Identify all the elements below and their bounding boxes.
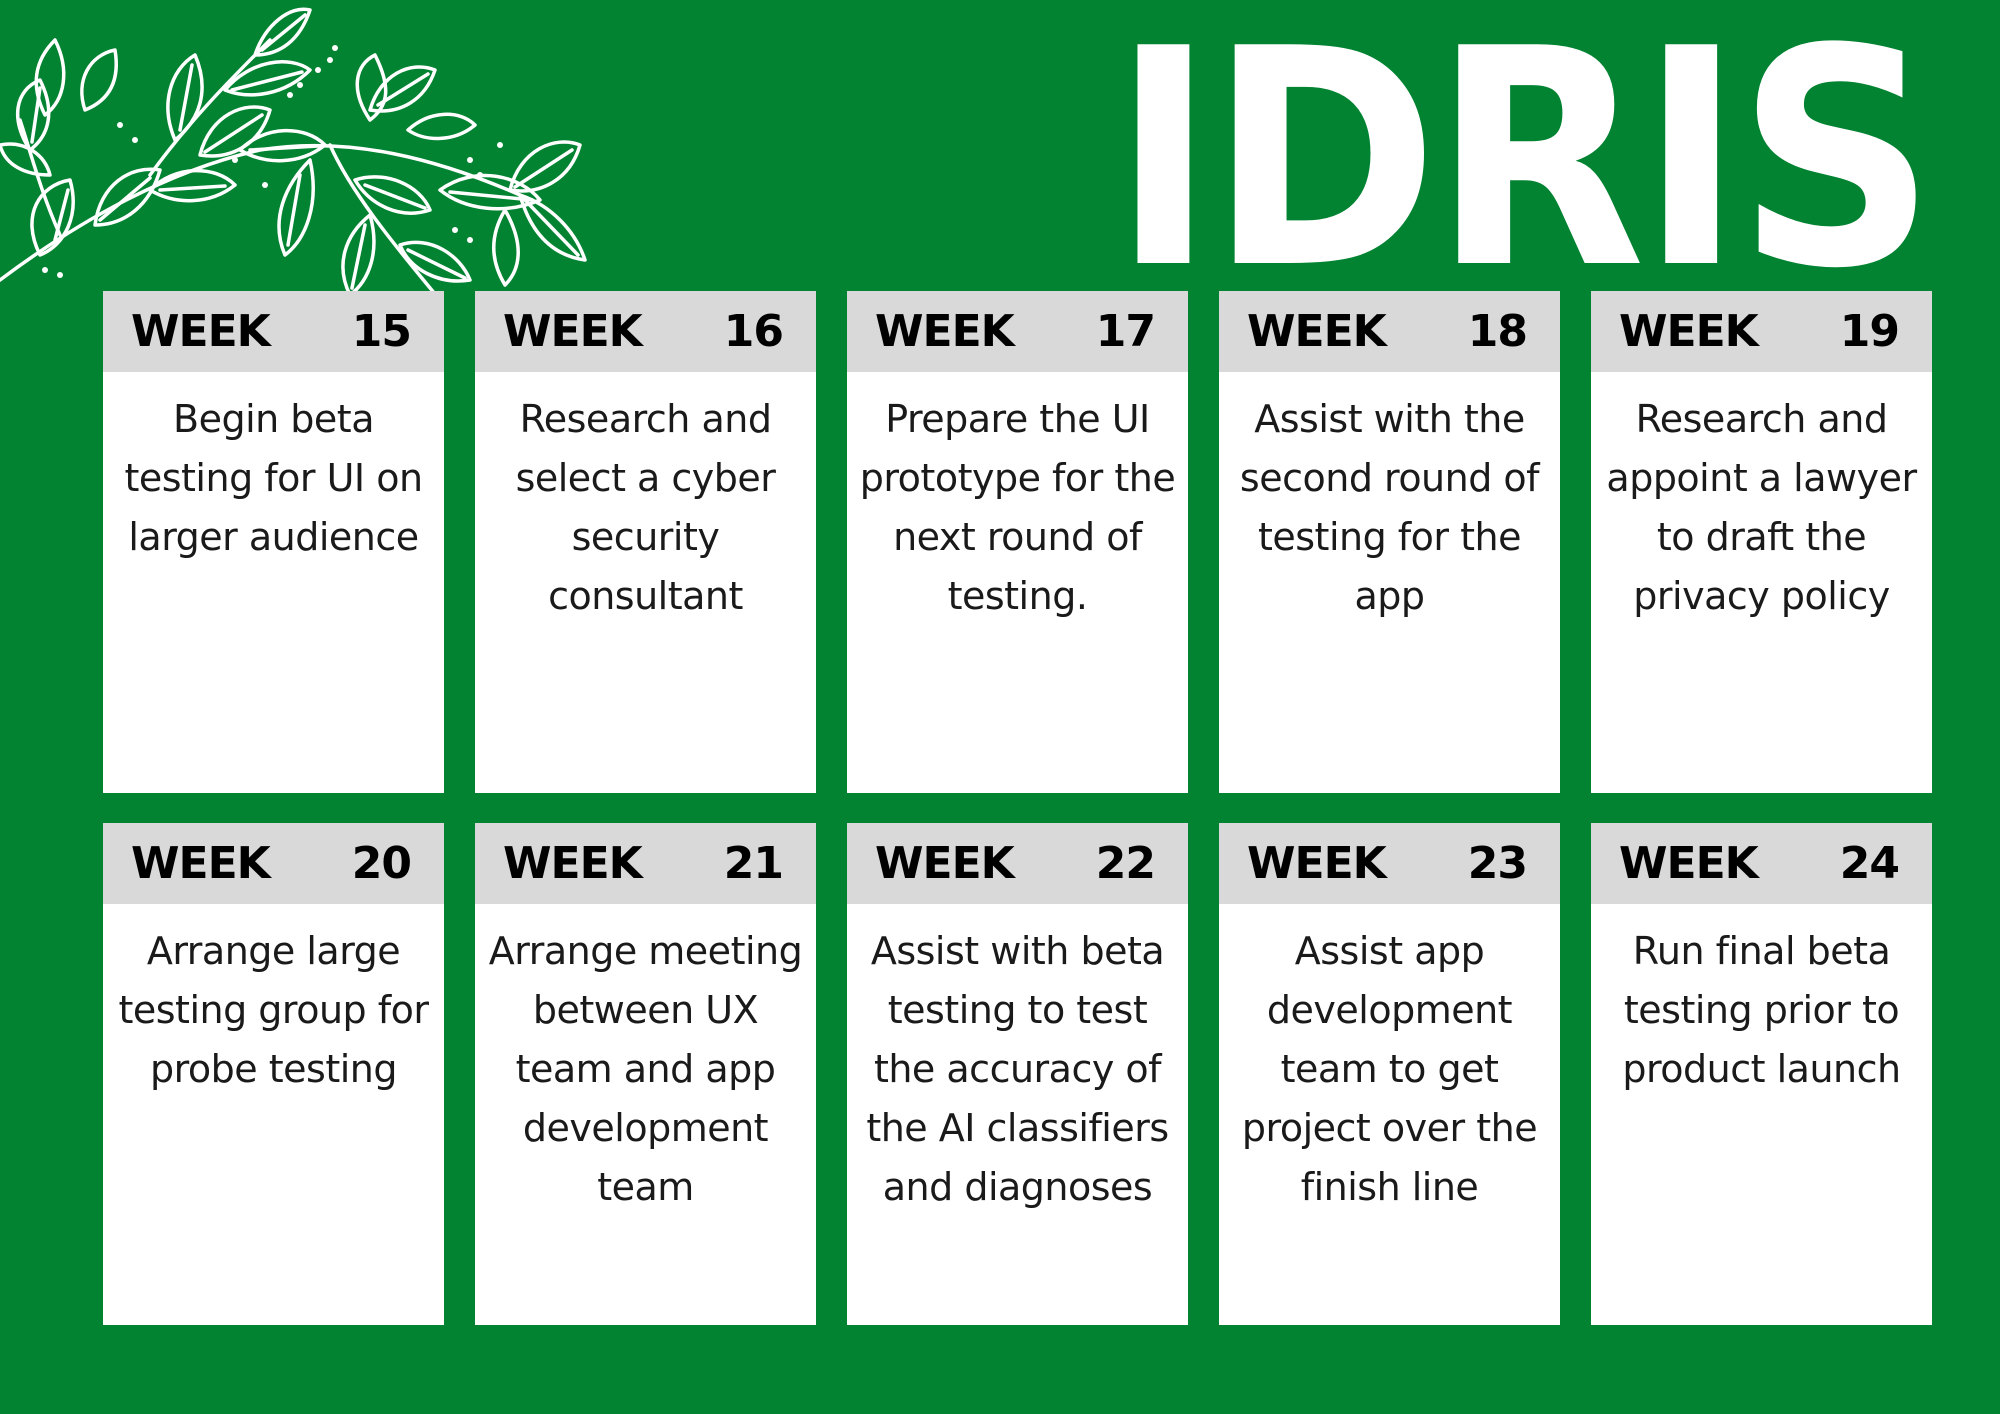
week-task: Assist with beta testing to test the acc… xyxy=(866,929,1169,1209)
week-header: WEEK 20 xyxy=(103,823,444,904)
week-label: WEEK xyxy=(131,306,271,357)
week-header: WEEK 22 xyxy=(847,823,1188,904)
week-number: 17 xyxy=(1095,306,1156,357)
week-header: WEEK 23 xyxy=(1219,823,1560,904)
week-card: WEEK 16 Research and select a cyber secu… xyxy=(475,291,816,793)
week-header: WEEK 18 xyxy=(1219,291,1560,372)
leaf-branch-icon xyxy=(0,7,587,302)
week-card: WEEK 20 Arrange large testing group for … xyxy=(103,823,444,1325)
page-title: IDRIS xyxy=(1111,0,1936,334)
week-card: WEEK 17 Prepare the UI prototype for the… xyxy=(847,291,1188,793)
week-task: Assist app development team to get proje… xyxy=(1241,929,1538,1209)
week-card: WEEK 23 Assist app development team to g… xyxy=(1219,823,1560,1325)
week-number: 21 xyxy=(723,838,784,889)
week-label: WEEK xyxy=(1247,306,1387,357)
week-header: WEEK 19 xyxy=(1591,291,1932,372)
week-label: WEEK xyxy=(503,838,643,889)
week-header: WEEK 15 xyxy=(103,291,444,372)
week-card: WEEK 18 Assist with the second round of … xyxy=(1219,291,1560,793)
week-task: Prepare the UI prototype for the next ro… xyxy=(859,397,1176,618)
week-number: 18 xyxy=(1467,306,1528,357)
week-task: Research and select a cyber security con… xyxy=(515,397,776,618)
week-label: WEEK xyxy=(1619,306,1759,357)
week-card: WEEK 22 Assist with beta testing to test… xyxy=(847,823,1188,1325)
week-label: WEEK xyxy=(503,306,643,357)
week-task: Begin beta testing for UI on larger audi… xyxy=(124,397,423,559)
week-number: 16 xyxy=(723,306,784,357)
week-header: WEEK 16 xyxy=(475,291,816,372)
week-grid: WEEK 15 Begin beta testing for UI on lar… xyxy=(103,291,1933,1325)
week-card: WEEK 24 Run final beta testing prior to … xyxy=(1591,823,1932,1325)
week-card: WEEK 19 Research and appoint a lawyer to… xyxy=(1591,291,1932,793)
week-label: WEEK xyxy=(875,838,1015,889)
week-label: WEEK xyxy=(131,838,271,889)
week-number: 24 xyxy=(1839,838,1900,889)
week-label: WEEK xyxy=(1247,838,1387,889)
week-task: Assist with the second round of testing … xyxy=(1239,397,1540,618)
week-number: 22 xyxy=(1095,838,1156,889)
week-number: 15 xyxy=(351,306,412,357)
week-label: WEEK xyxy=(1619,838,1759,889)
week-header: WEEK 21 xyxy=(475,823,816,904)
week-header: WEEK 17 xyxy=(847,291,1188,372)
week-task: Research and appoint a lawyer to draft t… xyxy=(1606,397,1917,618)
week-task: Arrange large testing group for probe te… xyxy=(118,929,429,1091)
week-number: 23 xyxy=(1467,838,1528,889)
week-number: 19 xyxy=(1839,306,1900,357)
week-number: 20 xyxy=(351,838,412,889)
week-label: WEEK xyxy=(875,306,1015,357)
week-card: WEEK 21 Arrange meeting between UX team … xyxy=(475,823,816,1325)
week-task: Run final beta testing prior to product … xyxy=(1622,929,1901,1091)
week-task: Arrange meeting between UX team and app … xyxy=(488,929,803,1209)
week-card: WEEK 15 Begin beta testing for UI on lar… xyxy=(103,291,444,793)
week-header: WEEK 24 xyxy=(1591,823,1932,904)
